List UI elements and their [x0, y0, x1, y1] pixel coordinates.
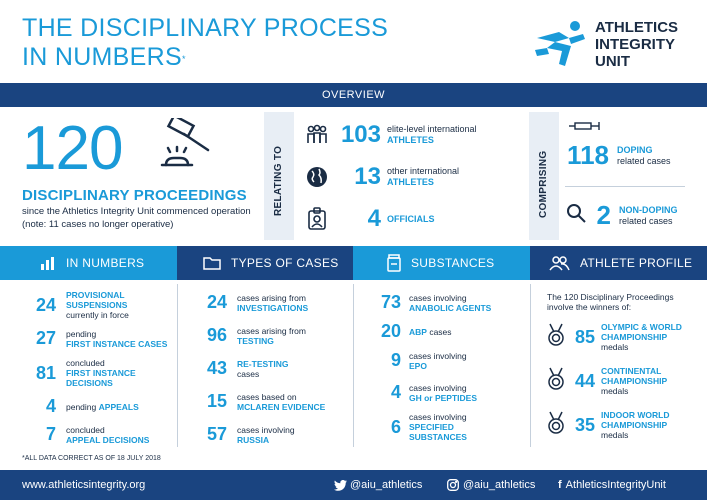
athlete-profile-item: 44 CONTINENTAL CHAMPIONSHIP medals	[547, 366, 681, 396]
twitter-link[interactable]: @aiu_athletics	[334, 479, 422, 491]
types-item: 43 RE-TESTING cases	[206, 358, 289, 379]
athletes-group-icon	[305, 123, 329, 147]
comprising-row-doping: 118 DOPING related cases	[567, 140, 671, 170]
aiu-logo: ATHLETICS INTEGRITY UNIT	[533, 18, 693, 70]
substances-item: 9 cases involving EPO	[390, 350, 467, 371]
facebook-icon: f	[558, 479, 562, 491]
title-line-2: IN NUMBERS*	[22, 43, 186, 71]
relating-row-other: 13 other international ATHLETES	[305, 163, 459, 191]
instagram-icon	[447, 479, 459, 491]
comprising-label: COMPRISING	[538, 150, 549, 218]
syringe-icon	[567, 119, 601, 137]
footer-bar: www.athleticsintegrity.org @aiu_athletic…	[0, 470, 707, 500]
in-numbers-item: 27 pending FIRST INSTANCE CASES	[35, 328, 168, 349]
in-numbers-item: 81 concluded FIRST INSTANCE DECISIONS	[35, 358, 136, 388]
globe-icon	[305, 165, 329, 189]
column-divider	[530, 284, 531, 447]
types-item: 24 cases arising from INVESTIGATIONS	[206, 292, 309, 313]
in-numbers-item: 24 PROVISIONAL SUSPENSIONS currently in f…	[35, 290, 129, 320]
substances-item: 4 cases involving GH or PEPTIDES	[390, 382, 478, 403]
in-numbers-item: 7 concluded APPEAL DECISIONS	[45, 424, 150, 445]
magnifier-icon	[565, 202, 587, 229]
instagram-link[interactable]: @aiu_athletics	[447, 479, 535, 491]
comprising-row-nondoping: 2 NON-DOPING related cases	[565, 200, 678, 231]
substances-item: 20 ABP cases	[380, 321, 452, 341]
bar-chart-icon	[40, 256, 56, 270]
relating-panel	[264, 112, 294, 240]
section-header-substances: SUBSTANCES	[353, 246, 530, 280]
title-line-1: THE DISCIPLINARY PROCESS	[22, 14, 389, 42]
athlete-profile-item: 35 INDOOR WORLD CHAMPIONSHIP medals	[547, 410, 687, 440]
types-item: 96 cases arising from TESTING	[206, 325, 306, 346]
overview-bar: OVERVIEW	[0, 83, 707, 107]
comprising-panel	[529, 112, 559, 240]
gavel-icon	[158, 113, 214, 173]
medal-icon	[547, 367, 565, 396]
twitter-icon	[334, 479, 347, 491]
athlete-profile-item: 85 OLYMPIC & WORLD CHAMPIONSHIP medals	[547, 322, 699, 352]
substances-item: 73 cases involving ANABOLIC AGENTS	[380, 292, 492, 313]
pill-bottle-icon	[387, 254, 401, 272]
folder-icon	[203, 256, 221, 270]
substances-item: 6 cases involving SPECIFIED SUBSTANCES	[390, 412, 467, 442]
column-divider	[177, 284, 178, 447]
facebook-link[interactable]: f AthleticsIntegrityUnit	[558, 479, 666, 491]
proceedings-label: DISCIPLINARY PROCEEDINGS	[22, 187, 247, 204]
people-icon	[548, 255, 570, 271]
comprising-divider	[565, 186, 685, 187]
section-header-in-numbers: IN NUMBERS	[0, 246, 177, 280]
section-header-types-of-cases: TYPES OF CASES	[177, 246, 353, 280]
types-item: 57 cases involving RUSSIA	[206, 424, 295, 445]
id-badge-icon	[305, 207, 329, 231]
footnote: *ALL DATA CORRECT AS OF 18 JULY 2018	[22, 455, 161, 462]
in-numbers-item: 4 pending APPEALS	[45, 396, 139, 416]
relating-label: RELATING TO	[273, 145, 284, 216]
section-header-athlete-profile: ATHLETE PROFILE	[530, 246, 707, 280]
website-link[interactable]: www.athleticsintegrity.org	[22, 479, 146, 491]
aiu-logo-icon	[535, 21, 585, 66]
medal-icon	[547, 323, 565, 352]
column-divider	[353, 284, 354, 447]
types-item: 15 cases based on MCLAREN EVIDENCE	[206, 391, 326, 412]
athlete-profile-intro: The 120 Disciplinary Proceedings involve…	[547, 292, 674, 312]
proceedings-description: since the Athletics Integrity Unit comme…	[22, 206, 251, 230]
total-proceedings-number: 120	[22, 114, 123, 183]
medal-icon	[547, 411, 565, 440]
relating-row-officials: 4 OFFICIALS	[305, 205, 435, 233]
page-title: THE DISCIPLINARY PROCESS IN NUMBERS*	[22, 14, 388, 72]
relating-row-elite: 103 elite-level international ATHLETES	[305, 121, 477, 149]
